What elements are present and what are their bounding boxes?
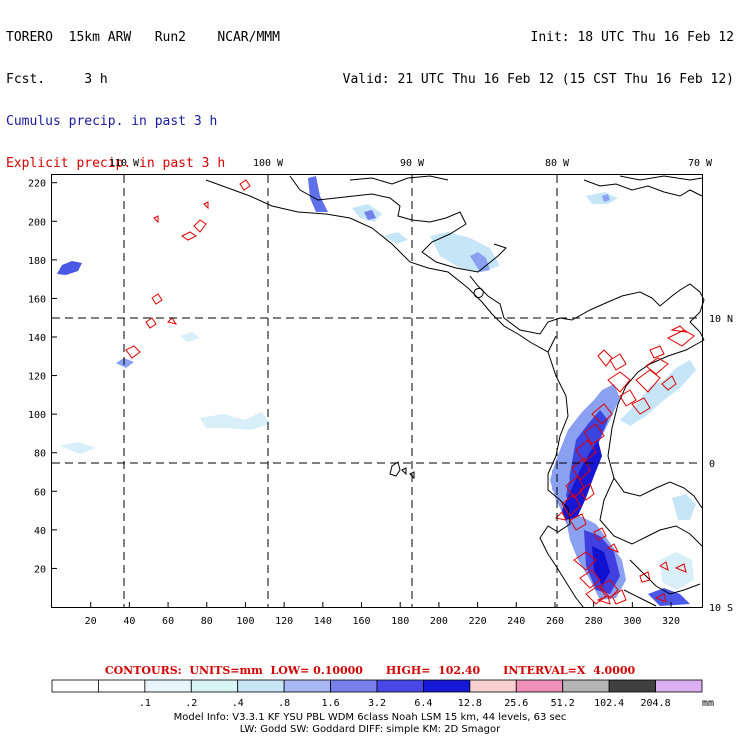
color-bar-label: 3.2 <box>368 698 386 709</box>
x-tick-label: 80 <box>201 616 213 627</box>
x-tick-label: 280 <box>585 616 603 627</box>
color-bar-box <box>330 679 378 693</box>
lat-label: 10 N <box>709 314 733 325</box>
x-tick-label: 180 <box>391 616 409 627</box>
x-tick-label: 100 <box>236 616 254 627</box>
cumulus-precip-areas <box>57 176 696 606</box>
cumulus-legend-label: Cumulus precip. in past 3 h <box>6 114 218 129</box>
color-bar-boxes <box>51 679 703 693</box>
y-tick-label: 80 <box>34 449 46 460</box>
color-bar-label: 51.2 <box>551 698 575 709</box>
color-bar-box <box>469 679 517 693</box>
color-bar-label: 102.4 <box>594 698 624 709</box>
color-bar-labels: .1 .2 .4 .8 1.6 3.2 6.4 12.8 25.6 51.2 102.4 204.8 <box>139 698 671 709</box>
color-bar-box <box>655 679 703 693</box>
x-tick-label: 40 <box>123 616 135 627</box>
valid-time: Valid: 21 UTC Thu 16 Feb 12 (15 CST Thu … <box>342 72 734 87</box>
color-bar-box <box>423 679 471 693</box>
x-tick-label: 320 <box>662 616 680 627</box>
x-tick-label: 220 <box>469 616 487 627</box>
color-bar-label: 25.6 <box>504 698 528 709</box>
color-bar-unit: mm <box>702 698 714 709</box>
map-frame <box>51 174 703 608</box>
contour-info: CONTOURS: UNITS=mm LOW= 0.10000 HIGH= 10… <box>104 664 636 677</box>
y-tick-label: 40 <box>34 526 46 537</box>
color-bar-box <box>51 679 99 693</box>
y-tick-label: 20 <box>34 564 46 575</box>
header-left: TORERO 15km ARW Run2 NCAR/MMM Fcst. 3 h … <box>6 3 280 185</box>
color-bar-box <box>515 679 564 693</box>
color-bar-box <box>283 679 331 693</box>
color-bar-label: .2 <box>185 698 197 709</box>
y-tick-label: 120 <box>28 372 46 383</box>
x-tick-label: 140 <box>314 616 332 627</box>
x-tick-label: 240 <box>507 616 525 627</box>
color-bar-label: .4 <box>232 698 244 709</box>
coastlines <box>205 175 705 609</box>
x-tick-label: 20 <box>85 616 97 627</box>
y-tick-label: 160 <box>28 294 46 305</box>
explicit-precip-contours <box>125 179 695 605</box>
init-time: Init: 18 UTC Thu 16 Feb 12 <box>530 30 735 45</box>
color-bar-label: .8 <box>278 698 290 709</box>
physics-info: LW: Godd SW: Goddard DIFF: simple KM: 2D… <box>239 724 501 735</box>
lon-label: 80 W <box>545 158 570 169</box>
x-tick-label: 260 <box>546 616 564 627</box>
y-tick-label: 220 <box>28 179 46 190</box>
lon-label: 70 W <box>688 158 713 169</box>
color-bar-label: .1 <box>139 698 151 709</box>
color-bar-box <box>237 679 285 693</box>
lon-label: 100 W <box>253 158 284 169</box>
color-bar-box <box>144 679 192 693</box>
y-tick-label: 140 <box>28 333 46 344</box>
color-bar-box <box>190 679 239 693</box>
model-info: Model Info: V3.3.1 KF YSU PBL WDM 6class… <box>173 712 567 723</box>
color-bar-box <box>98 679 146 693</box>
run-title: TORERO 15km ARW Run2 NCAR/MMM <box>6 30 280 45</box>
precip-map: 20 40 60 80 100 120 140 160 180 200 220 240 260 280 30… <box>28 158 733 627</box>
color-bar-label: 1.6 <box>322 698 340 709</box>
color-bar-box <box>376 679 424 693</box>
lat-label: 0 <box>709 459 715 470</box>
explicit-legend-label: Explicit precip. in past 3 h <box>6 156 226 171</box>
y-tick-label: 180 <box>28 256 46 267</box>
color-bar-label: 12.8 <box>458 698 482 709</box>
x-tick-label: 200 <box>430 616 448 627</box>
y-tick-label: 200 <box>28 217 46 228</box>
y-tick-label: 60 <box>34 487 46 498</box>
lon-label: 110 W <box>109 158 140 169</box>
y-axis-ticks: 220 200 180 160 140 120 100 80 60 40 20 <box>28 179 57 575</box>
x-tick-label: 120 <box>275 616 293 627</box>
y-tick-label: 100 <box>28 410 46 421</box>
color-bar-box <box>562 679 610 693</box>
x-tick-label: 300 <box>623 616 641 627</box>
x-tick-label: 160 <box>352 616 370 627</box>
lon-label: 90 W <box>400 158 425 169</box>
color-bar: .1.2.4.8 1.6 3.2 6.4 12.8 25.6 51.2 102.4 204.8 … <box>51 679 714 709</box>
color-bar-label: 6.4 <box>414 698 432 709</box>
lat-label: 10 S <box>709 603 733 614</box>
x-tick-label: 60 <box>162 616 174 627</box>
color-bar-box <box>608 679 656 693</box>
header-right: Init: 18 UTC Thu 16 Feb 12 Valid: 21 UTC… <box>343 3 734 101</box>
longitude-labels: 110 W 100 W 90 W 80 W 70 W <box>109 158 713 169</box>
x-axis-ticks: 20 40 60 80 100 120 140 160 180 200 220 240 260 280 30… <box>85 602 680 627</box>
forecast-hour: Fcst. 3 h <box>6 72 108 87</box>
latitude-labels: 10 N 0 10 S <box>709 314 733 614</box>
color-bar-label: 204.8 <box>641 698 671 709</box>
